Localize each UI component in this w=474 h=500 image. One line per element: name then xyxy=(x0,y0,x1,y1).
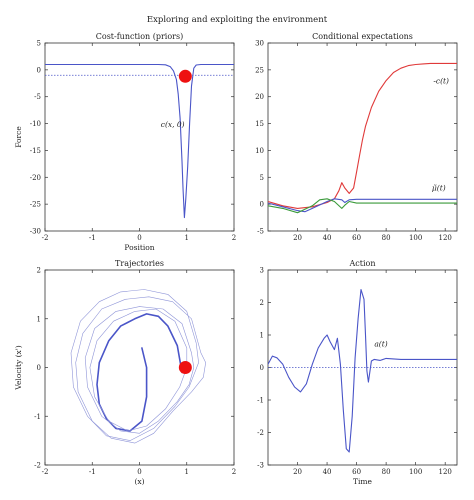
y-tick-label: -20 xyxy=(30,174,41,182)
x-tick-label: 120 xyxy=(439,468,452,476)
target-marker xyxy=(178,361,192,374)
x-axis-label: (x) xyxy=(134,477,144,486)
panel-action: Action 20 40 60 80 100 120 3 2 1 0 -1 -2 -3 Time a(t) xyxy=(257,259,458,486)
x-tick-label: 100 xyxy=(409,234,422,242)
x-tick-label: 0 xyxy=(137,234,141,242)
y-tick-label: 20 xyxy=(255,93,264,101)
series-line-0 xyxy=(96,313,183,432)
y-tick-label: -2 xyxy=(34,462,41,470)
y-tick-label: 3 xyxy=(260,267,264,275)
x-tick-label: 2 xyxy=(232,468,236,476)
series-annotation: -c(t) xyxy=(433,76,449,85)
plot-area xyxy=(45,63,234,219)
x-tick-label: 40 xyxy=(323,468,332,476)
y-tick-label: 1 xyxy=(37,315,41,323)
x-tick-label: 2 xyxy=(232,234,236,242)
x-tick-label: 1 xyxy=(185,234,189,242)
y-axis-label: Force xyxy=(14,126,23,148)
y-tick-label: -1 xyxy=(34,413,41,421)
series-line-4 xyxy=(89,308,188,432)
series-line-c-x-0- xyxy=(45,63,234,219)
series-line-3 xyxy=(70,289,199,441)
y-tick-label: 2 xyxy=(260,299,264,307)
x-tick-label: -1 xyxy=(89,468,96,476)
y-tick-label: -25 xyxy=(30,201,41,209)
x-tick-label: 80 xyxy=(382,468,391,476)
series-annotation: μ̃(t) xyxy=(432,184,446,193)
panel-title: Conditional expectations xyxy=(312,32,413,41)
series-line-2 xyxy=(268,198,457,214)
panel-title: Action xyxy=(349,259,376,268)
x-tick-label: 20 xyxy=(293,468,302,476)
y-tick-label: -10 xyxy=(30,120,41,128)
plot-area xyxy=(70,289,206,444)
x-tick-label: 100 xyxy=(409,468,422,476)
panel-cost: Cost-function (priors)-2 -1 0 1 250-5-10-15-… xyxy=(14,32,236,252)
target-marker xyxy=(178,69,192,83)
x-tick-label: 60 xyxy=(352,234,361,242)
figure-title: Exploring and exploiting the environment xyxy=(147,15,328,25)
x-tick-label: -2 xyxy=(42,468,49,476)
x-tick-label: 60 xyxy=(352,468,361,476)
plot-area xyxy=(268,62,457,214)
y-axis-label: Velocity (x') xyxy=(14,345,23,391)
x-tick-label: -1 xyxy=(89,234,96,242)
y-tick-label: 30 xyxy=(255,40,264,48)
x-tick-label: 80 xyxy=(382,234,391,242)
y-tick-label: 10 xyxy=(255,147,264,155)
series-annotation: c(x, 0) xyxy=(161,120,185,129)
y-tick-label: 5 xyxy=(260,174,264,182)
y-tick-label: 0 xyxy=(37,66,41,74)
panel-title: Cost-function (priors) xyxy=(96,32,183,41)
y-tick-label: -5 xyxy=(257,228,264,236)
x-axis-label: Position xyxy=(124,243,154,252)
y-tick-label: -1 xyxy=(257,397,264,405)
y-tick-label: 2 xyxy=(37,267,41,275)
y-tick-label: 1 xyxy=(260,332,264,340)
y-tick-label: 25 xyxy=(255,66,264,74)
x-axis-label: Time xyxy=(353,477,373,486)
y-tick-label: -2 xyxy=(257,429,264,437)
x-tick-label: -2 xyxy=(42,234,49,242)
x-tick-label: 0 xyxy=(137,468,141,476)
y-tick-label: 0 xyxy=(260,201,264,209)
series-line--c-t- xyxy=(268,62,457,209)
y-tick-label: -30 xyxy=(30,228,41,236)
x-tick-label: 20 xyxy=(293,234,302,242)
y-tick-label: 15 xyxy=(255,120,264,128)
series-annotation: a(t) xyxy=(374,339,387,348)
axes-frame xyxy=(44,42,235,232)
x-tick-label: 1 xyxy=(185,468,189,476)
series-line-a-t- xyxy=(268,288,457,453)
series-line-2 xyxy=(84,306,195,434)
axes-frame xyxy=(267,42,458,232)
x-tick-label: 40 xyxy=(323,234,332,242)
panel-traj: Trajectories -2 -1 0 1 2 2 1 0 -1 -2 (x) Velocity (x… xyxy=(14,259,236,486)
y-tick-label: 0 xyxy=(260,364,264,372)
y-tick-label: 0 xyxy=(37,364,41,372)
y-tick-label: -5 xyxy=(34,93,41,101)
plot-area xyxy=(268,288,457,453)
y-tick-label: -15 xyxy=(30,147,41,155)
series-line-1 xyxy=(75,296,206,444)
y-tick-label: -3 xyxy=(257,462,264,470)
y-tick-label: 5 xyxy=(37,40,41,48)
x-tick-label: 120 xyxy=(439,234,452,242)
panel-title: Trajectories xyxy=(115,259,164,268)
series-line--t- xyxy=(268,198,457,213)
